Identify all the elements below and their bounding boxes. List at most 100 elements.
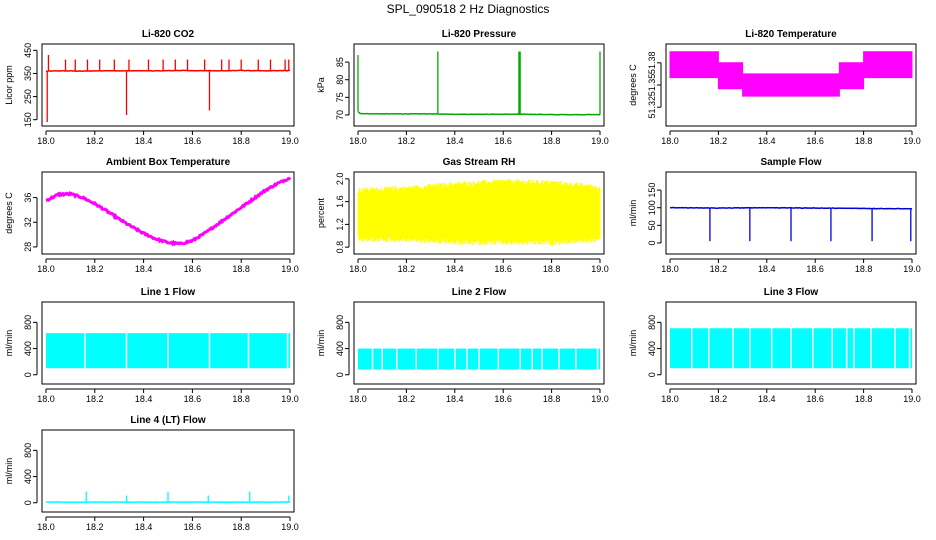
y-tick-label: 80 (335, 75, 345, 85)
y-axis-label: percent (316, 197, 326, 228)
y-tick-label: 0 (647, 240, 657, 245)
y-tick-label: 85 (335, 57, 345, 67)
x-tick-label: 18.6 (494, 136, 512, 146)
x-tick-label: 18.2 (398, 394, 416, 404)
x-tick-label: 18.6 (184, 136, 202, 146)
chart-panel-9: Line 3 Flow 18.0 18.2 18.4 18.6 18.8 19.0 0 400 8… (628, 287, 921, 404)
data-layer (46, 331, 290, 370)
data-layer (357, 179, 601, 246)
series-band-core (360, 200, 598, 229)
y-tick-label: 800 (23, 315, 33, 330)
x-tick-label: 18.4 (135, 394, 153, 404)
y-tick-label: 36 (23, 193, 33, 203)
x-tick-label: 18.8 (855, 136, 873, 146)
y-axis-label: degrees C (628, 64, 638, 106)
x-tick-label: 19.0 (281, 264, 299, 274)
x-tick-label: 18.6 (494, 394, 512, 404)
x-tick-label: 18.6 (494, 264, 512, 274)
y-axis-label: ml/min (4, 458, 14, 485)
y-axis-label: ml/min (628, 330, 638, 357)
x-tick-label: 18.2 (710, 136, 728, 146)
x-tick-label: 18.4 (135, 522, 153, 532)
panel-title: Line 2 Flow (452, 287, 507, 298)
x-tick-label: 18.6 (806, 136, 824, 146)
x-tick-label: 18.0 (349, 264, 367, 274)
x-tick-label: 18.2 (86, 394, 104, 404)
x-tick-label: 18.8 (543, 136, 561, 146)
x-tick-label: 18.0 (661, 394, 679, 404)
x-tick-label: 18.6 (806, 264, 824, 274)
y-tick-label: 51.38 (647, 52, 657, 75)
plot-frame (665, 171, 917, 255)
data-layer (358, 347, 600, 371)
x-tick-label: 19.0 (591, 394, 609, 404)
y-tick-label: 800 (335, 315, 345, 330)
y-tick-label: 400 (23, 469, 33, 484)
x-tick-label: 18.4 (758, 136, 776, 146)
y-tick-label: 250 (23, 89, 33, 104)
y-tick-label: 0 (23, 500, 33, 505)
x-tick-label: 18.0 (37, 264, 55, 274)
x-tick-label: 18.8 (543, 264, 561, 274)
data-layer (45, 491, 291, 504)
plot-frame (353, 301, 605, 385)
y-axis-label: kPa (316, 77, 326, 93)
data-layer (45, 54, 290, 122)
data-layer (669, 51, 913, 97)
y-tick-label: 100 (647, 200, 657, 215)
x-tick-label: 18.0 (37, 136, 55, 146)
x-tick-label: 18.2 (86, 136, 104, 146)
plot-frame (41, 171, 295, 255)
y-tick-label: 150 (647, 183, 657, 198)
y-tick-label: 50 (647, 220, 657, 230)
panel-title: Li-820 Temperature (745, 29, 837, 40)
page-title: SPL_090518 2 Hz Diagnostics (386, 2, 550, 16)
y-tick-label: 1.6 (335, 195, 345, 208)
chart-panel-4: Ambient Box Temperature 18.0 18.2 18.4 18.6 1… (4, 157, 299, 274)
chart-panel-7: Line 1 Flow 18.0 18.2 18.4 18.6 18.8 19.0 0 400 8… (4, 287, 299, 404)
y-tick-label: 32 (23, 217, 33, 227)
x-tick-label: 19.0 (903, 394, 921, 404)
y-tick-label: 0.8 (335, 241, 345, 254)
x-tick-label: 18.2 (398, 264, 416, 274)
x-tick-label: 19.0 (591, 264, 609, 274)
x-tick-label: 18.0 (37, 522, 55, 532)
y-tick-label: 800 (647, 315, 657, 330)
panel-title: Li-820 Pressure (442, 29, 517, 40)
series-line (357, 111, 601, 116)
y-tick-label: 0 (335, 372, 345, 377)
panel-title: Line 4 (LT) Flow (130, 415, 206, 426)
y-tick-label: 1.2 (335, 218, 345, 231)
x-tick-label: 18.0 (37, 394, 55, 404)
x-tick-label: 18.8 (232, 522, 250, 532)
x-tick-label: 18.0 (661, 264, 679, 274)
plot-frame (41, 429, 295, 513)
data-layer (357, 51, 601, 116)
y-axis-label: degrees C (4, 192, 14, 234)
chart-panel-3: Li-820 Temperature 18.0 18.2 18.4 18.6 18.8 19… (628, 29, 921, 146)
x-tick-label: 18.0 (661, 136, 679, 146)
y-tick-label: 75 (335, 92, 345, 102)
data-layer (670, 206, 913, 242)
data-layer (670, 326, 912, 370)
x-tick-label: 18.4 (446, 264, 464, 274)
plot-frame (665, 43, 917, 127)
plot-frame (41, 301, 295, 385)
x-tick-label: 18.6 (184, 264, 202, 274)
panel-title: Li-820 CO2 (142, 29, 195, 40)
plot-frame (41, 43, 295, 127)
y-tick-label: 800 (23, 443, 33, 458)
panel-title: Line 1 Flow (141, 287, 196, 298)
y-tick-label: 51.32 (647, 96, 657, 119)
y-tick-label: 28 (23, 242, 33, 252)
x-tick-label: 18.0 (349, 394, 367, 404)
panel-title: Line 3 Flow (764, 287, 819, 298)
panel-title: Ambient Box Temperature (106, 157, 231, 168)
y-tick-label: 51.35 (647, 74, 657, 97)
x-tick-label: 18.6 (806, 394, 824, 404)
chart-panel-10: Line 4 (LT) Flow 18.0 18.2 18.4 18.6 18.8 19.0… (4, 415, 299, 532)
x-tick-label: 18.4 (446, 136, 464, 146)
chart-panel-2: Li-820 Pressure 18.0 18.2 18.4 18.6 18.8 19.0 7… (316, 29, 609, 146)
x-tick-label: 19.0 (281, 136, 299, 146)
y-tick-label: 2.0 (335, 173, 345, 186)
